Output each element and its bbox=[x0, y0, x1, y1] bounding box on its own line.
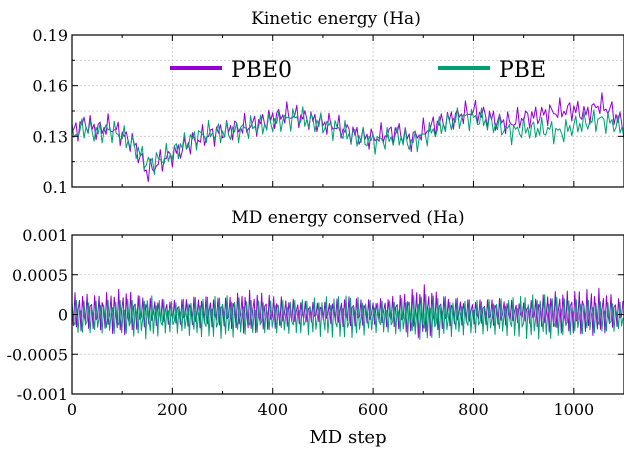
x-tick-label: 200 bbox=[157, 400, 188, 419]
md-xlabel: MD step bbox=[309, 427, 386, 448]
x-tick-label: 0 bbox=[67, 400, 77, 419]
x-tick-label: 800 bbox=[458, 400, 489, 419]
y-tick-label: -0.001 bbox=[17, 385, 68, 404]
md-ticks bbox=[71, 234, 624, 395]
y-tick-label: 0.0005 bbox=[12, 266, 68, 285]
kinetic-energy-panel: 0.10.130.160.19 Kinetic energy (Ha) PBE0… bbox=[32, 9, 624, 197]
kinetic-title: Kinetic energy (Ha) bbox=[251, 9, 421, 29]
y-tick-label: 0.16 bbox=[32, 77, 68, 96]
md-title: MD energy conserved (Ha) bbox=[231, 208, 464, 228]
kinetic-series-group bbox=[71, 92, 624, 183]
y-tick-label: 0.19 bbox=[32, 26, 68, 45]
y-tick-label: 0 bbox=[58, 306, 68, 325]
y-tick-label: 0.1 bbox=[43, 178, 68, 197]
y-tick-label: 0.13 bbox=[32, 127, 68, 146]
kinetic-ticks bbox=[71, 34, 624, 188]
md-series-group bbox=[71, 284, 624, 340]
x-tick-label: 400 bbox=[257, 400, 288, 419]
kinetic-ytick-labels: 0.1 0.13 0.16 0.19 bbox=[32, 26, 68, 197]
y-tick-label: 0.001 bbox=[22, 226, 68, 245]
x-tick-label: 1000 bbox=[553, 400, 594, 419]
md-xtick-labels: 0 200 400 600 800 1000 bbox=[67, 400, 594, 419]
series-line-pbe bbox=[71, 106, 624, 175]
series-line-pbe bbox=[71, 294, 624, 340]
md-energy-panel: -0.001 -0.0005 0 0.0005 0.001 0 200 400 600 800 1… bbox=[7, 208, 624, 448]
series-line-pbe0 bbox=[71, 284, 624, 339]
series-line-pbe0 bbox=[71, 92, 624, 183]
legend-label-pbe0: PBE0 bbox=[231, 58, 292, 83]
kinetic-legend: PBE0 PBE bbox=[170, 58, 546, 83]
legend-label-pbe: PBE bbox=[499, 58, 546, 83]
y-tick-label: -0.0005 bbox=[7, 345, 68, 364]
md-ytick-labels: -0.001 -0.0005 0 0.0005 0.001 bbox=[7, 226, 68, 404]
x-tick-label: 600 bbox=[358, 400, 389, 419]
